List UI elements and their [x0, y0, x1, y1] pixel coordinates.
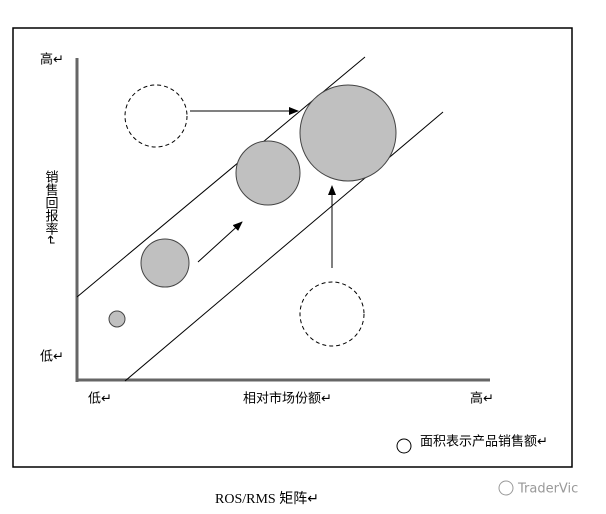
product-circle [140, 238, 190, 288]
x-low-label: 低↵ [88, 392, 112, 407]
watermark: TraderVic [517, 482, 578, 497]
dashed-circle [124, 84, 188, 148]
legend-symbol [396, 438, 412, 454]
watermark-icon [498, 480, 514, 496]
x-axis-title: 相对市场份额↵ [243, 391, 332, 407]
y-axis-title: 销售回报率↵ [43, 170, 59, 246]
frame [12, 27, 573, 468]
y-low-label: 低↵ [40, 350, 64, 365]
product-circle [235, 140, 301, 206]
y-high-label: 高↵ [40, 52, 64, 68]
arrow [197, 221, 243, 263]
legend-label: 面积表示产品销售额↵ [420, 434, 548, 450]
x-high-label: 高↵ [470, 391, 494, 407]
caption: ROS/RMS 矩阵↵ [215, 491, 319, 507]
product-circle [108, 310, 126, 328]
dashed-circle [299, 281, 365, 347]
product-circle [299, 84, 397, 182]
